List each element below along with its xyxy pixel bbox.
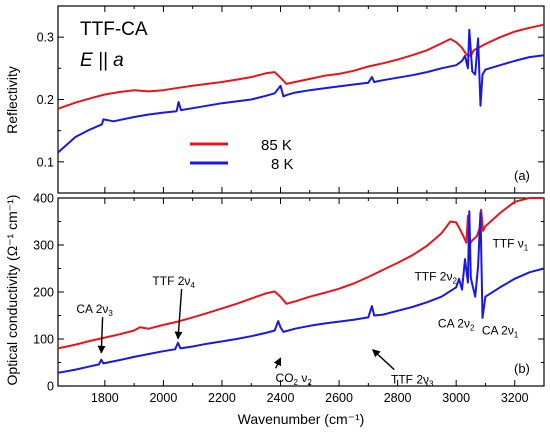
y-tick-label: 0.2 — [37, 93, 54, 107]
x-tick-label: 2600 — [325, 391, 353, 405]
y-tick-label: 400 — [33, 192, 54, 206]
y-tick-label: 200 — [33, 286, 54, 300]
panel-b-y-axis-label: Optical conductivity (Ω⁻¹ cm⁻¹) — [4, 195, 20, 386]
panel-a-title-line-2: E || a — [80, 50, 124, 71]
panel-b-label: (b) — [514, 361, 530, 376]
x-tick-label: 3200 — [501, 391, 529, 405]
annotation-label: CA 2ν3 — [76, 302, 113, 318]
annotation-label: CA 2ν1 — [482, 323, 519, 339]
x-tick-label: 3000 — [442, 391, 470, 405]
x-axis-label: Wavenumber (cm⁻¹) — [238, 411, 365, 427]
x-tick-label: 2400 — [267, 391, 295, 405]
panel-b-x-ticks: 1800 2000 2200 2400 2600 2800 3000 3200 — [91, 198, 529, 405]
annotation-label: TTF 2ν4 — [152, 274, 195, 290]
y-tick-label: 100 — [33, 333, 54, 347]
panel-b-series — [57, 197, 545, 374]
panel-a-series — [57, 23, 545, 154]
x-tick-label: 2200 — [208, 391, 236, 405]
y-tick-label: 0.3 — [37, 31, 54, 45]
series-line-8k — [57, 210, 545, 374]
annotation-arrow — [174, 288, 183, 340]
annotation-label: TTF ν1 — [492, 236, 528, 252]
annotation-arrow — [97, 317, 106, 354]
x-tick-label: 1800 — [91, 391, 119, 405]
panel-a-y-ticks: 0.1 0.2 0.3 — [37, 31, 544, 169]
y-tick-label: 0 — [47, 380, 54, 394]
panel-a-y-axis-label: Reflectivity — [4, 66, 20, 134]
legend: 85 K 8 K — [190, 137, 294, 173]
annotation-arrow — [273, 357, 282, 369]
y-tick-label: 300 — [33, 239, 54, 253]
panel-a-title-line-1: TTF-CA — [80, 19, 148, 40]
annotation-label: TTF 2ν3 — [391, 373, 434, 389]
series-line-8k — [57, 28, 545, 154]
panel-b-annotations: CA 2ν3 TTF 2ν4 CO2 ν2 TTF 2ν3 TTF 2ν2 CA 2ν2 C… — [76, 236, 528, 388]
panel-b-y-ticks: 0 100 200 300 400 — [33, 192, 544, 394]
x-tick-label: 2000 — [149, 391, 177, 405]
annotation-label: CA 2ν2 — [438, 316, 475, 332]
y-tick-label: 0.1 — [37, 155, 54, 169]
legend-label-8k: 8 K — [271, 156, 294, 173]
panel-a-x-ticks — [104, 6, 516, 193]
legend-label-85k: 85 K — [261, 137, 292, 154]
x-tick-label: 2800 — [384, 391, 412, 405]
annotation-label: CO2 ν2 — [276, 371, 313, 387]
annotation-arrow — [371, 349, 395, 371]
panel-a-label: (a) — [514, 168, 530, 183]
series-line-85k — [57, 197, 544, 350]
annotation-label: TTF 2ν2 — [414, 269, 457, 285]
